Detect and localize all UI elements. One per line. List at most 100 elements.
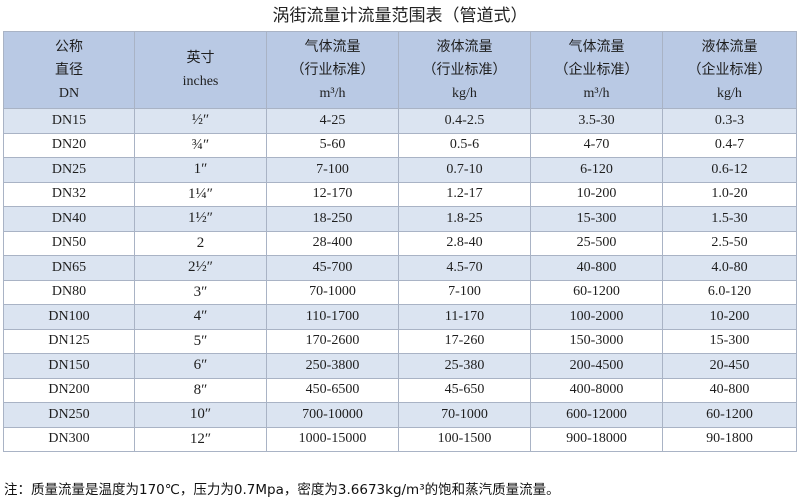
header-text: 气体流量 [568,38,625,55]
cell-inches: 1¼″ [134,181,267,207]
cell-liquid-enterprise: 90-1800 [662,426,797,452]
header-liquid-flow-enterprise: 液体流量 （企业标准） kg/h [662,31,797,109]
header-text: 直径 [55,62,83,78]
cell-inches: 2½″ [134,255,267,281]
header-liquid-flow-industry: 液体流量 （行业标准） kg/h [398,31,531,109]
header-text: （行业标准） [422,61,507,78]
cell-gas-enterprise: 6-120 [530,157,663,183]
cell-liquid-enterprise: 0.6-12 [662,157,797,183]
cell-gas-enterprise: 60-1200 [530,279,663,305]
cell-liquid-industry: 1.2-17 [398,181,531,207]
cell-inches: 8″ [134,377,267,403]
cell-liquid-industry: 2.8-40 [398,230,531,256]
cell-liquid-enterprise: 4.0-80 [662,255,797,281]
cell-dn: DN40 [3,206,135,232]
cell-liquid-enterprise: 40-800 [662,377,797,403]
cell-liquid-enterprise: 1.0-20 [662,181,797,207]
cell-gas-enterprise: 10-200 [530,181,663,207]
cell-dn: DN20 [3,132,135,158]
cell-gas-industry: 1000-15000 [266,426,399,452]
header-text: （行业标准） [290,61,375,78]
cell-liquid-enterprise: 15-300 [662,328,797,354]
cell-gas-industry: 28-400 [266,230,399,256]
cell-gas-industry: 7-100 [266,157,399,183]
cell-gas-industry: 70-1000 [266,279,399,305]
cell-gas-enterprise: 100-2000 [530,304,663,330]
cell-gas-enterprise: 150-3000 [530,328,663,354]
cell-liquid-enterprise: 6.0-120 [662,279,797,305]
header-text: （企业标准） [554,61,639,78]
cell-gas-industry: 45-700 [266,255,399,281]
cell-gas-industry: 450-6500 [266,377,399,403]
cell-inches: 3″ [134,279,267,305]
header-row: 公称 直径 DN 英寸 inches 气体流量 （行业标准） m³/h 液体流量… [3,31,797,109]
cell-liquid-industry: 45-650 [398,377,531,403]
cell-inches: 1″ [134,157,267,183]
cell-gas-industry: 4-25 [266,108,399,134]
cell-inches: ¾″ [134,132,267,158]
cell-gas-enterprise: 200-4500 [530,353,663,379]
cell-liquid-enterprise: 20-450 [662,353,797,379]
header-unit: m³/h [583,85,610,101]
cell-gas-enterprise: 25-500 [530,230,663,256]
header-unit: DN [58,85,80,101]
cell-inches: 4″ [134,304,267,330]
cell-liquid-industry: 25-380 [398,353,531,379]
header-gas-flow-enterprise: 气体流量 （企业标准） m³/h [530,31,663,109]
cell-gas-enterprise: 40-800 [530,255,663,281]
table-row: DN65 2½″ 45-700 4.5-70 40-800 4.0-80 [3,255,797,281]
table-row: DN80 3″ 70-1000 7-100 60-1200 6.0-120 [3,279,797,305]
header-text: 液体流量 [701,38,758,55]
cell-liquid-industry: 0.7-10 [398,157,531,183]
cell-inches: 6″ [134,353,267,379]
cell-gas-enterprise: 3.5-30 [530,108,663,134]
cell-liquid-industry: 11-170 [398,304,531,330]
header-text: 气体流量 [304,38,361,55]
cell-dn: DN15 [3,108,135,134]
cell-gas-industry: 5-60 [266,132,399,158]
header-text: 英寸 [186,51,215,66]
cell-dn: DN32 [3,181,135,207]
cell-dn: DN200 [3,377,135,403]
cell-gas-industry: 700-10000 [266,402,399,428]
cell-liquid-enterprise: 0.3-3 [662,108,797,134]
header-gas-flow-industry: 气体流量 （行业标准） m³/h [266,31,399,109]
cell-inches: 2 [134,230,267,256]
cell-liquid-industry: 0.5-6 [398,132,531,158]
cell-dn: DN25 [3,157,135,183]
cell-gas-enterprise: 600-12000 [530,402,663,428]
footnote: 注：质量流量是温度为170℃，压力为0.7Mpa，密度为3.6673kg/m³的… [4,482,560,498]
cell-liquid-industry: 0.4-2.5 [398,108,531,134]
table-row: DN15 ½″ 4-25 0.4-2.5 3.5-30 0.3-3 [3,108,797,134]
cell-inches: 12″ [134,426,267,452]
table-row: DN20 ¾″ 5-60 0.5-6 4-70 0.4-7 [3,132,797,158]
cell-inches: 1½″ [134,206,267,232]
cell-dn: DN100 [3,304,135,330]
flow-range-table: 公称 直径 DN 英寸 inches 气体流量 （行业标准） m³/h 液体流量… [3,31,797,452]
cell-liquid-enterprise: 0.4-7 [662,132,797,158]
header-unit: inches [182,74,219,89]
cell-liquid-enterprise: 10-200 [662,304,797,330]
header-text: 公称 [55,39,83,55]
cell-dn: DN250 [3,402,135,428]
cell-dn: DN300 [3,426,135,452]
cell-gas-industry: 18-250 [266,206,399,232]
cell-inches: 5″ [134,328,267,354]
header-unit: m³/h [319,85,346,101]
table-row: DN100 4″ 110-1700 11-170 100-2000 10-200 [3,304,797,330]
header-unit: kg/h [452,85,477,101]
table-row: DN300 12″ 1000-15000 100-1500 900-18000 90-18… [3,426,797,452]
cell-gas-industry: 250-3800 [266,353,399,379]
cell-dn: DN80 [3,279,135,305]
cell-dn: DN50 [3,230,135,256]
table-title: 涡街流量计流量范围表（管道式） [272,6,528,26]
table-row: DN200 8″ 450-6500 45-650 400-8000 40-800 [3,377,797,403]
table-row: DN32 1¼″ 12-170 1.2-17 10-200 1.0-20 [3,181,797,207]
header-unit: kg/h [717,85,742,101]
cell-gas-industry: 12-170 [266,181,399,207]
table-row: DN25 1″ 7-100 0.7-10 6-120 0.6-12 [3,157,797,183]
table-row: DN125 5″ 170-2600 17-260 150-3000 15-300 [3,328,797,354]
cell-liquid-industry: 100-1500 [398,426,531,452]
cell-gas-industry: 110-1700 [266,304,399,330]
header-inches: 英寸 inches [134,31,267,109]
